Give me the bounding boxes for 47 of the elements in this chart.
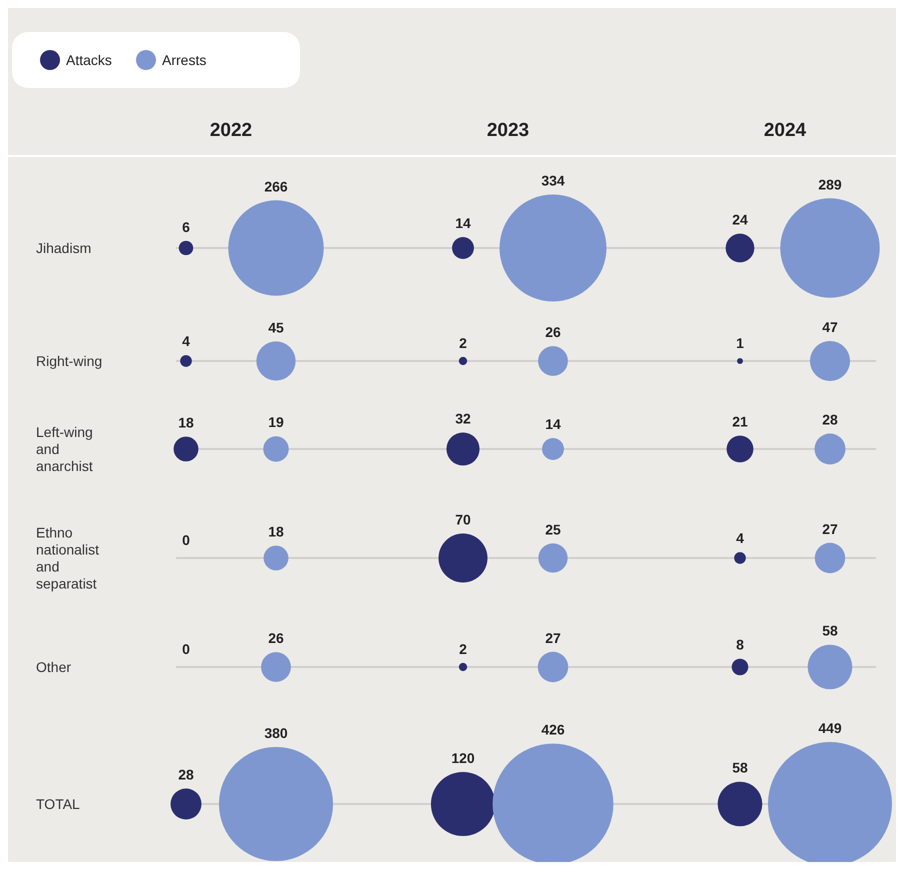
text: Jihadism <box>36 240 92 256</box>
data-label: 26 <box>545 324 561 340</box>
category-label: 2023 <box>486 120 530 141</box>
text: Other <box>36 659 72 675</box>
data-label: 1 <box>736 335 744 351</box>
text: TOTAL <box>36 796 80 812</box>
category-label: 2024 <box>764 120 807 141</box>
data-label: 14 <box>455 215 471 232</box>
data-label: 426 <box>541 722 565 738</box>
data-label: 19 <box>268 414 284 430</box>
data-label: 4 <box>736 530 744 546</box>
category-label: 2022 <box>210 120 252 141</box>
data-label: 28 <box>822 412 838 428</box>
data-label: 449 <box>818 720 842 736</box>
data-label: 18 <box>178 414 194 431</box>
data-label: 47 <box>822 318 838 335</box>
data-label: 120 <box>451 750 475 766</box>
data-label: 380 <box>264 724 288 741</box>
data-label: 25 <box>545 521 561 538</box>
data-label: 70 <box>455 512 471 528</box>
data-label: 27 <box>545 630 561 646</box>
data-label: 28 <box>178 766 194 783</box>
data-label: 334 <box>541 172 565 189</box>
data-label: 32 <box>455 410 471 426</box>
data-label: 58 <box>732 760 748 776</box>
data-label: 289 <box>818 176 842 192</box>
data-label: 21 <box>732 414 748 430</box>
data-label: 2 <box>459 640 468 657</box>
data-label: 58 <box>822 622 838 639</box>
legend-label: Attacks <box>66 52 112 68</box>
data-label: 6 <box>182 218 190 235</box>
data-label: 8 <box>736 636 744 653</box>
legend-label: Arrests <box>162 52 206 68</box>
text: Left-wing and anarchist <box>36 424 93 474</box>
data-label: 45 <box>268 319 284 336</box>
data-label: 0 <box>182 532 190 548</box>
data-label: 4 <box>182 333 190 350</box>
data-label: 2 <box>459 334 468 351</box>
data-label: 24 <box>732 212 748 228</box>
data-label: 27 <box>822 520 838 537</box>
text: Right-wing <box>36 353 102 369</box>
data-label: 18 <box>268 524 284 540</box>
data-label: 26 <box>268 630 284 646</box>
data-label: 0 <box>182 641 190 657</box>
data-label: 266 <box>264 178 288 194</box>
data-label: 14 <box>545 416 561 432</box>
text: Ethno nationalist and separatist <box>36 524 100 592</box>
